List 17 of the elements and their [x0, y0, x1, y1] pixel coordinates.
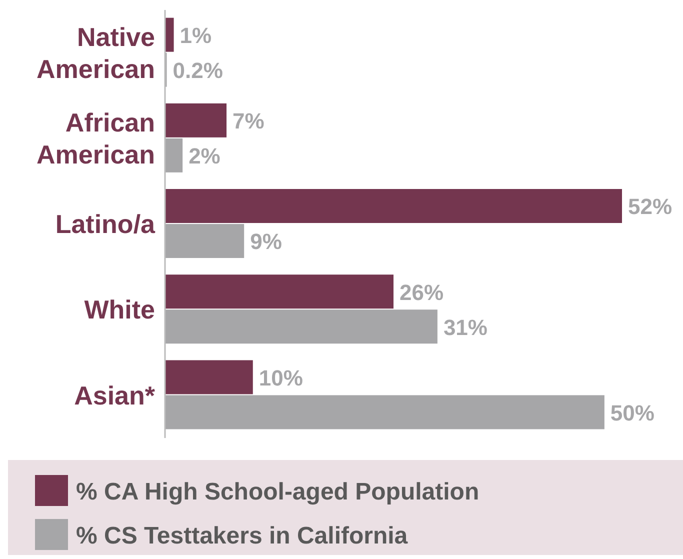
y-tick-label: Asian*: [74, 380, 156, 410]
data-label: 52%: [628, 194, 672, 220]
legend-label: % CS Testtakers in California: [76, 522, 408, 550]
data-label: 1%: [180, 23, 212, 48]
data-label: 26%: [400, 280, 444, 305]
data-label: 50%: [610, 400, 654, 426]
data-label: 31%: [443, 314, 488, 340]
legend-label: % CA High School-aged Population: [76, 478, 480, 506]
y-tick-label: Native American: [36, 22, 155, 84]
data-label: 10%: [258, 365, 303, 390]
y-tick-label: Latino/a: [55, 209, 156, 240]
data-label: 2%: [188, 144, 220, 169]
y-tick-label: African American: [36, 108, 155, 170]
data-label: 0.2%: [172, 58, 223, 83]
data-label: 9%: [250, 229, 282, 254]
data-label: 7%: [232, 108, 264, 134]
y-tick-label: White: [84, 294, 155, 325]
